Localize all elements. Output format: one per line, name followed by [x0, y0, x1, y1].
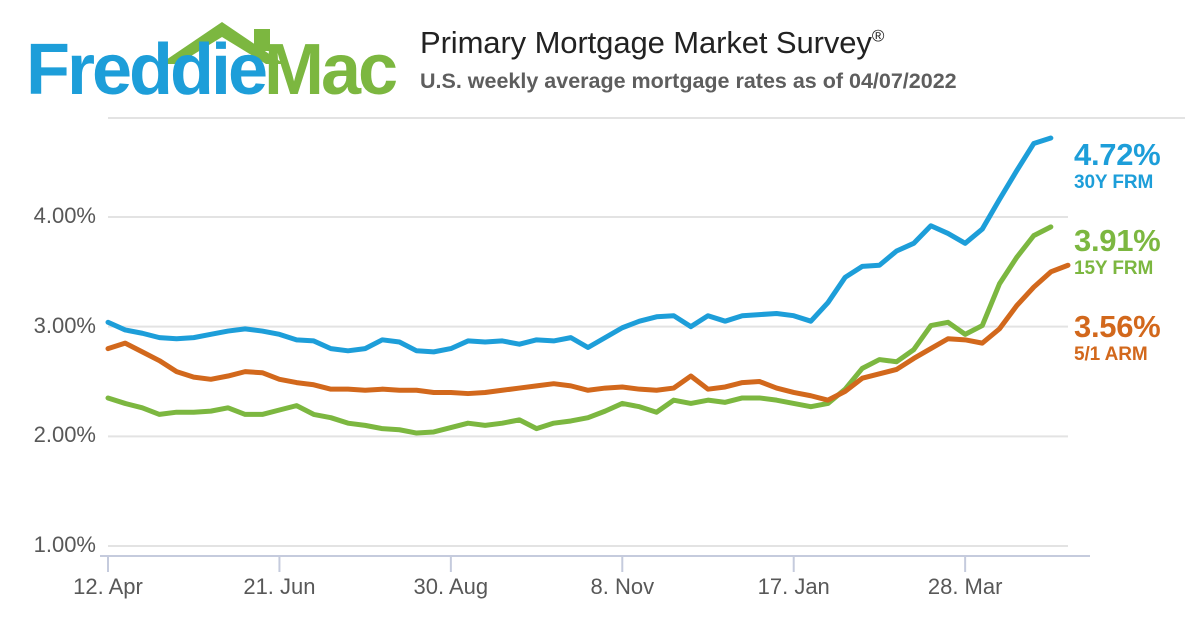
callout-5-1-arm: 3.56% 5/1 ARM	[1074, 309, 1161, 366]
axis-ticks	[107, 556, 967, 572]
x-axis-label: 21. Jun	[243, 574, 316, 599]
series-line-30y-frm	[105, 135, 1054, 355]
series-line-15y-frm	[105, 224, 1054, 436]
y-axis-label: 3.00%	[33, 312, 96, 338]
page-title-text: Primary Mortgage Market Survey	[420, 25, 872, 60]
gridlines	[108, 216, 1068, 547]
page-title: Primary Mortgage Market Survey®	[420, 24, 1185, 62]
series-line-5-1-arm	[105, 262, 1071, 403]
callout-30y-label: 30Y FRM	[1074, 172, 1154, 193]
registered-mark: ®	[871, 26, 885, 46]
y-axis-label: 1.00%	[33, 532, 96, 557]
freddie-mac-logo-svg: Freddie Mac	[26, 22, 396, 106]
y-axis-label: 4.00%	[33, 203, 96, 228]
x-axis-label: 17. Jan	[757, 574, 830, 599]
series-lines	[105, 135, 1071, 436]
callout-15y-value: 3.91%	[1074, 223, 1161, 258]
svg-text:Mac: Mac	[264, 30, 396, 106]
freddie-mac-logo: Freddie Mac	[26, 16, 396, 106]
callout-30y-frm: 4.72% 30Y FRM	[1074, 137, 1161, 194]
x-axis-label: 12. Apr	[73, 574, 143, 599]
callout-15y-frm: 3.91% 15Y FRM	[1074, 223, 1161, 280]
axis-lines	[100, 117, 1185, 557]
x-axis-label: 28. Mar	[927, 574, 1003, 599]
x-axis-label: 30. Aug	[413, 574, 489, 599]
callout-arm-label: 5/1 ARM	[1074, 344, 1148, 365]
house-roof-icon	[160, 22, 284, 64]
svg-text:Freddie: Freddie	[26, 30, 266, 106]
x-axis-label: 8. Nov	[590, 574, 655, 599]
callout-15y-label: 15Y FRM	[1074, 258, 1154, 279]
page-subtitle: U.S. weekly average mortgage rates as of…	[420, 69, 957, 93]
callout-30y-value: 4.72%	[1074, 137, 1161, 172]
title-block: Primary Mortgage Market Survey® U.S. wee…	[420, 24, 1185, 94]
chart-header: Freddie Mac Primary Mortgage Market Surv…	[0, 0, 1200, 118]
callout-arm-value: 3.56%	[1074, 309, 1161, 344]
y-axis-label: 2.00%	[33, 422, 96, 448]
